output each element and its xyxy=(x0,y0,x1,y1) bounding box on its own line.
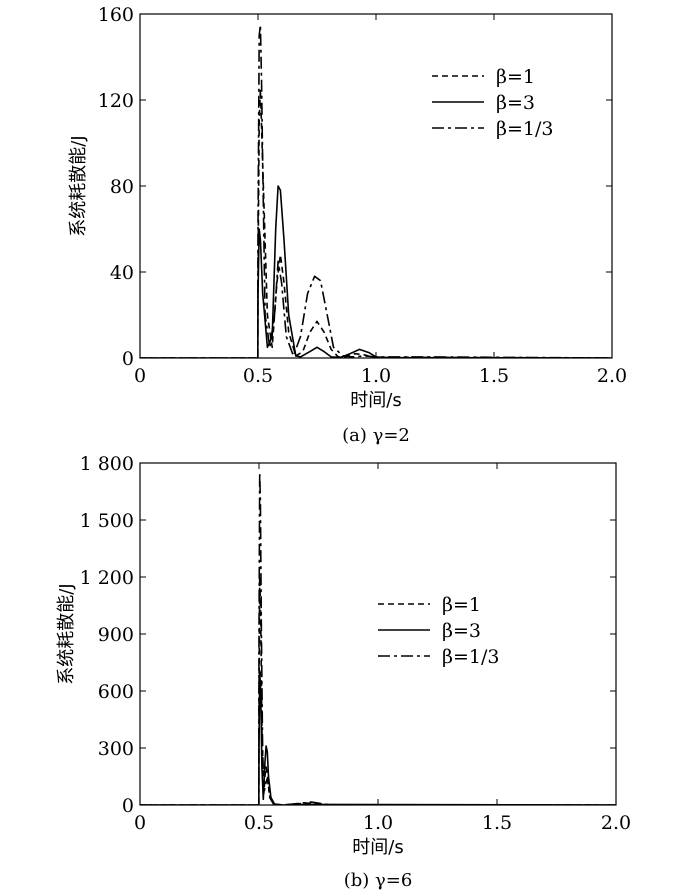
y-tick-label: 600 xyxy=(98,681,134,703)
x-axis-label: 时间/s xyxy=(350,390,401,411)
panel-caption: (b) γ=6 xyxy=(344,870,413,891)
legend-label: β=1/3 xyxy=(496,118,553,140)
x-tick-label: 1.5 xyxy=(479,365,509,387)
y-axis-label: 系统耗散能/J xyxy=(56,583,77,684)
x-tick-label: 0 xyxy=(134,812,146,834)
plot-frame xyxy=(139,13,613,359)
panel-caption: (a) γ=2 xyxy=(342,425,410,446)
series-line-beta-1-3 xyxy=(140,471,616,805)
x-tick-label: 1.0 xyxy=(361,365,391,387)
x-tick-label: 1.5 xyxy=(482,812,512,834)
legend-label: β=1/3 xyxy=(442,646,499,668)
series-line-beta-1-3 xyxy=(140,23,612,358)
y-tick-label: 0 xyxy=(122,348,134,370)
x-tick-label: 0 xyxy=(134,365,146,387)
y-tick-label: 1 200 xyxy=(80,567,134,589)
y-tick-label: 120 xyxy=(98,90,134,112)
y-tick-label: 900 xyxy=(98,624,134,646)
series-line-beta-1 xyxy=(140,576,616,805)
legend-label: β=3 xyxy=(496,92,535,114)
legend-label: β=1 xyxy=(496,66,535,88)
series-line-beta-3 xyxy=(140,185,612,358)
plot-frame xyxy=(139,462,617,806)
x-tick-label: 0.5 xyxy=(243,365,273,387)
chart-panel-1: 0 0.5 1.0 1.5 2.0 0 300 600 900 1 200 1 500 1 800 时间… xyxy=(56,453,631,891)
x-tick-label: 1.0 xyxy=(363,812,393,834)
y-tick-label: 160 xyxy=(98,4,134,26)
x-tick-label: 2.0 xyxy=(601,812,631,834)
series-line-beta-1 xyxy=(140,88,612,358)
y-tick-label: 80 xyxy=(110,176,134,198)
chart-panel-0: 0 0.5 1.0 1.5 2.0 0 40 80 120 160 时间/s 系统耗散能/J (a) γ… xyxy=(68,4,627,446)
legend-label: β=1 xyxy=(442,594,481,616)
y-tick-label: 300 xyxy=(98,738,134,760)
y-tick-label: 1 500 xyxy=(80,510,134,532)
y-tick-label: 1 800 xyxy=(80,453,134,475)
y-tick-label: 0 xyxy=(122,795,134,817)
y-axis-label: 系统耗散能/J xyxy=(68,135,89,236)
x-tick-label: 0.5 xyxy=(244,812,274,834)
x-axis-label: 时间/s xyxy=(352,837,403,858)
x-tick-label: 2.0 xyxy=(597,365,627,387)
series-line-beta-3 xyxy=(140,671,616,805)
legend-label: β=3 xyxy=(442,620,481,642)
y-tick-label: 40 xyxy=(110,262,134,284)
